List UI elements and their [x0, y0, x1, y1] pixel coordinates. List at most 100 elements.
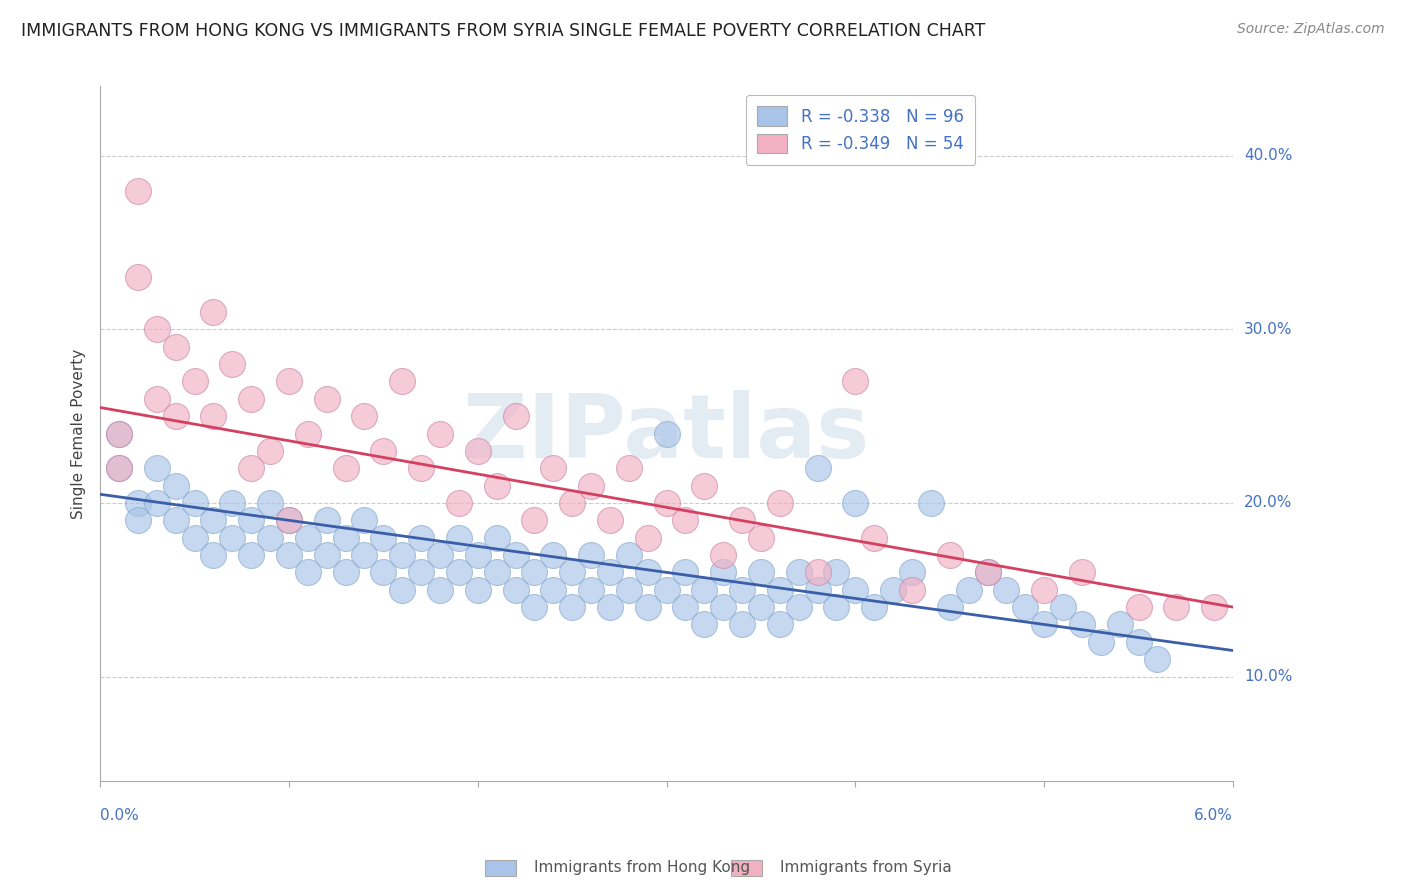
- Point: [711, 548, 734, 562]
- Point: [278, 513, 301, 527]
- Point: [127, 496, 149, 510]
- Point: [429, 426, 451, 441]
- Point: [863, 600, 886, 615]
- Text: 10.0%: 10.0%: [1244, 669, 1292, 684]
- Point: [485, 566, 508, 580]
- Point: [467, 548, 489, 562]
- Point: [429, 548, 451, 562]
- Point: [467, 582, 489, 597]
- Point: [447, 496, 470, 510]
- Point: [561, 566, 583, 580]
- Point: [807, 461, 830, 475]
- Point: [146, 461, 169, 475]
- Point: [259, 496, 281, 510]
- Point: [561, 600, 583, 615]
- Point: [769, 617, 792, 632]
- Point: [165, 478, 187, 492]
- Point: [353, 513, 375, 527]
- Point: [693, 582, 716, 597]
- Point: [1071, 617, 1094, 632]
- Point: [335, 531, 357, 545]
- Point: [579, 478, 602, 492]
- Point: [278, 513, 301, 527]
- Point: [693, 617, 716, 632]
- Point: [373, 566, 395, 580]
- Point: [485, 478, 508, 492]
- Point: [1128, 600, 1150, 615]
- Point: [731, 513, 754, 527]
- Point: [221, 496, 243, 510]
- Point: [315, 513, 337, 527]
- Point: [221, 531, 243, 545]
- Point: [787, 600, 810, 615]
- Point: [335, 566, 357, 580]
- Point: [523, 566, 546, 580]
- Point: [505, 409, 527, 424]
- Point: [976, 566, 998, 580]
- Point: [1128, 635, 1150, 649]
- Point: [391, 548, 413, 562]
- Point: [579, 582, 602, 597]
- Point: [240, 513, 263, 527]
- Point: [561, 496, 583, 510]
- Point: [373, 443, 395, 458]
- Point: [825, 600, 848, 615]
- Point: [599, 600, 621, 615]
- Text: IMMIGRANTS FROM HONG KONG VS IMMIGRANTS FROM SYRIA SINGLE FEMALE POVERTY CORRELA: IMMIGRANTS FROM HONG KONG VS IMMIGRANTS …: [21, 22, 986, 40]
- Point: [675, 566, 697, 580]
- Point: [373, 531, 395, 545]
- Point: [202, 548, 225, 562]
- Point: [711, 566, 734, 580]
- Point: [769, 582, 792, 597]
- Text: 0.0%: 0.0%: [100, 808, 139, 823]
- Point: [259, 443, 281, 458]
- Point: [995, 582, 1018, 597]
- Point: [901, 566, 924, 580]
- Point: [844, 496, 866, 510]
- Point: [1014, 600, 1036, 615]
- Point: [202, 305, 225, 319]
- Point: [146, 496, 169, 510]
- Point: [617, 582, 640, 597]
- Point: [485, 531, 508, 545]
- Point: [655, 582, 678, 597]
- Point: [523, 600, 546, 615]
- Point: [411, 531, 433, 545]
- Point: [165, 513, 187, 527]
- Point: [1052, 600, 1074, 615]
- Point: [297, 426, 319, 441]
- Point: [447, 531, 470, 545]
- Point: [411, 461, 433, 475]
- Point: [939, 600, 962, 615]
- Point: [297, 566, 319, 580]
- Point: [221, 357, 243, 371]
- Point: [240, 548, 263, 562]
- Point: [863, 531, 886, 545]
- Point: [315, 392, 337, 406]
- Point: [183, 496, 205, 510]
- Point: [240, 461, 263, 475]
- Point: [391, 582, 413, 597]
- Point: [976, 566, 998, 580]
- Point: [599, 513, 621, 527]
- Point: [749, 531, 772, 545]
- Point: [579, 548, 602, 562]
- Point: [411, 566, 433, 580]
- Point: [297, 531, 319, 545]
- Point: [1090, 635, 1112, 649]
- Point: [108, 461, 131, 475]
- Point: [543, 461, 565, 475]
- Point: [353, 548, 375, 562]
- Point: [1033, 582, 1056, 597]
- Point: [882, 582, 904, 597]
- Point: [617, 548, 640, 562]
- Point: [655, 426, 678, 441]
- Point: [637, 566, 659, 580]
- Point: [844, 375, 866, 389]
- Text: Immigrants from Syria: Immigrants from Syria: [780, 860, 952, 874]
- Text: Immigrants from Hong Kong: Immigrants from Hong Kong: [534, 860, 751, 874]
- Point: [183, 531, 205, 545]
- Point: [202, 513, 225, 527]
- Text: 30.0%: 30.0%: [1244, 322, 1292, 337]
- Point: [391, 375, 413, 389]
